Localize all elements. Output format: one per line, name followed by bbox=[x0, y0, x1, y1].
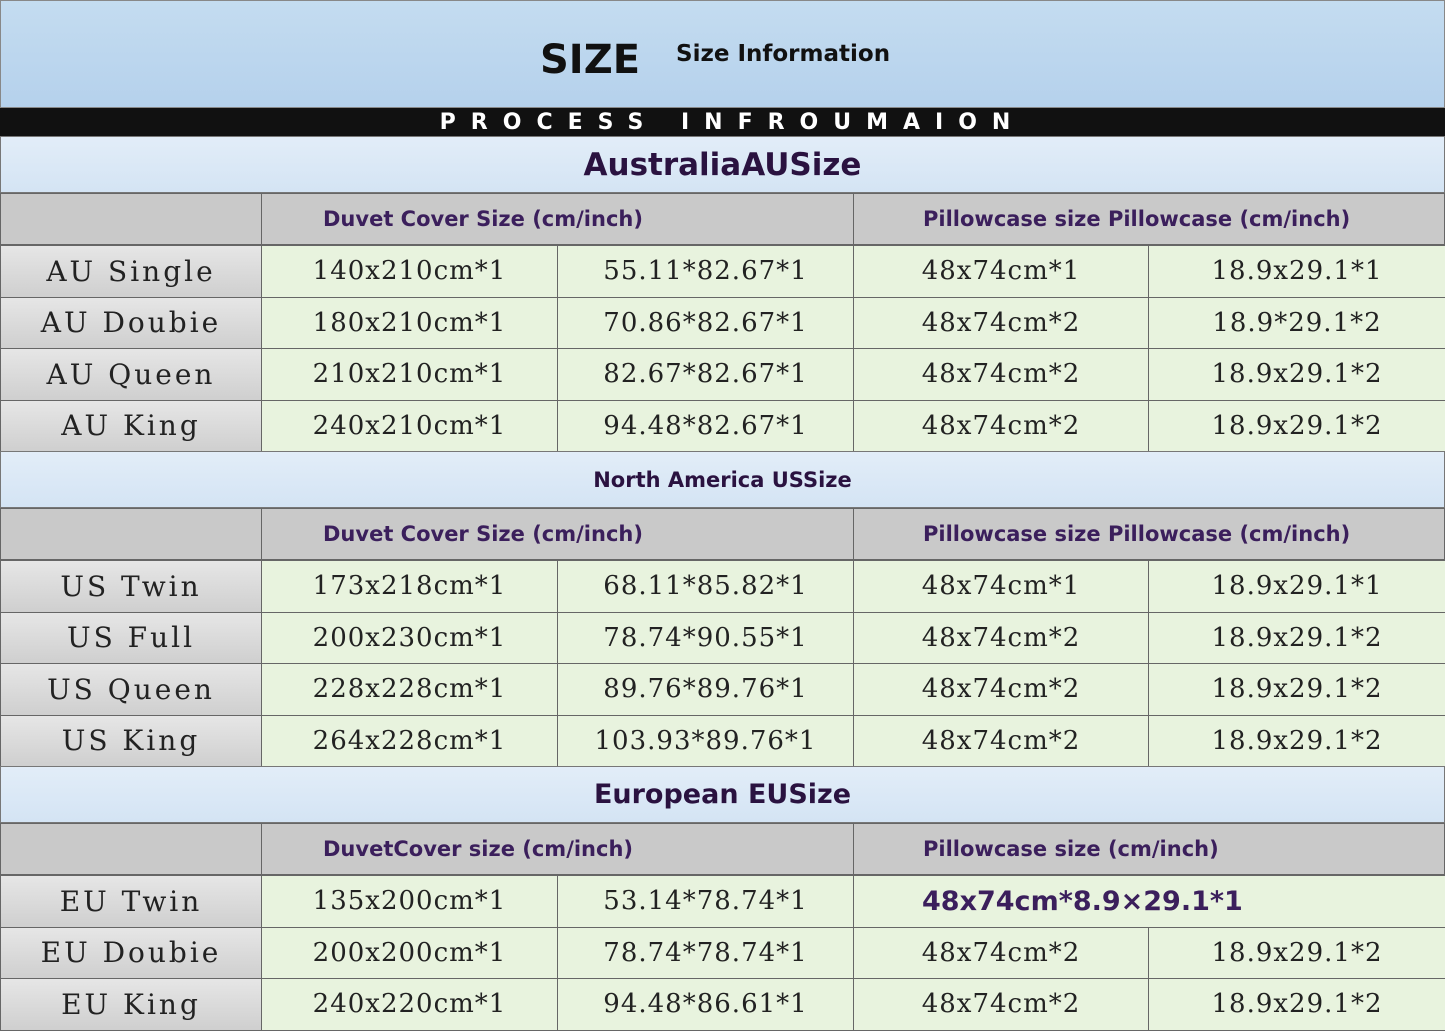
size-value: 89.76*89.76*1 bbox=[557, 663, 854, 716]
size-value: 48x74cm*1 bbox=[853, 560, 1149, 613]
size-value: 173x218cm*1 bbox=[261, 560, 558, 613]
column-header: Pillowcase size (cm/inch) bbox=[853, 823, 1445, 875]
size-value: 94.48*86.61*1 bbox=[557, 978, 854, 1031]
size-label: US Queen bbox=[0, 663, 262, 716]
size-value: 200x230cm*1 bbox=[261, 611, 558, 664]
size-value: 48x74cm*2 bbox=[853, 714, 1149, 767]
size-value: 48x74cm*2 bbox=[853, 348, 1149, 401]
size-value: 240x220cm*1 bbox=[261, 978, 558, 1031]
size-value: 78.74*78.74*1 bbox=[557, 926, 854, 979]
size-value: 18.9x29.1*2 bbox=[1148, 399, 1445, 452]
size-value: 18.9x29.1*1 bbox=[1148, 560, 1445, 613]
column-header: Duvet Cover Size (cm/inch) bbox=[261, 508, 854, 560]
size-value: 68.11*85.82*1 bbox=[557, 560, 854, 613]
column-header: DuvetCover size (cm/inch) bbox=[261, 823, 854, 875]
size-value: 228x228cm*1 bbox=[261, 663, 558, 716]
size-value: 78.74*90.55*1 bbox=[557, 611, 854, 664]
size-label: US Twin bbox=[0, 560, 262, 613]
section-title: AustraliaAUSize bbox=[0, 136, 1445, 193]
size-value: 264x228cm*1 bbox=[261, 714, 558, 767]
size-label: US King bbox=[0, 714, 262, 767]
size-value: 94.48*82.67*1 bbox=[557, 399, 854, 452]
size-value: 48x74cm*2 bbox=[853, 663, 1149, 716]
size-value: 18.9x29.1*2 bbox=[1148, 978, 1445, 1031]
size-value: 18.9x29.1*1 bbox=[1148, 245, 1445, 298]
size-value: 48x74cm*8.9×29.1*1 bbox=[853, 875, 1445, 928]
size-label: AU Single bbox=[0, 245, 262, 298]
size-value: 53.14*78.74*1 bbox=[557, 875, 854, 928]
page-subtitle: Size Information bbox=[676, 41, 891, 67]
banner: PROCESS INFROUMAION bbox=[0, 108, 1445, 136]
size-value: 180x210cm*1 bbox=[261, 296, 558, 349]
size-value: 70.86*82.67*1 bbox=[557, 296, 854, 349]
header-blank bbox=[0, 193, 262, 245]
size-label: EU Twin bbox=[0, 875, 262, 928]
size-value: 55.11*82.67*1 bbox=[557, 245, 854, 298]
size-value: 135x200cm*1 bbox=[261, 875, 558, 928]
section-title: North America USSize bbox=[0, 451, 1445, 508]
header-blank bbox=[0, 508, 262, 560]
size-label: EU King bbox=[0, 978, 262, 1031]
size-value: 48x74cm*2 bbox=[853, 926, 1149, 979]
size-value: 18.9x29.1*2 bbox=[1148, 714, 1445, 767]
size-label: AU Queen bbox=[0, 348, 262, 401]
size-value: 18.9x29.1*2 bbox=[1148, 663, 1445, 716]
size-value: 18.9x29.1*2 bbox=[1148, 348, 1445, 401]
size-value: 48x74cm*2 bbox=[853, 296, 1149, 349]
size-value: 18.9x29.1*2 bbox=[1148, 926, 1445, 979]
size-label: EU Doubie bbox=[0, 926, 262, 979]
column-header: Pillowcase size Pillowcase (cm/inch) bbox=[853, 508, 1445, 560]
column-header: Duvet Cover Size (cm/inch) bbox=[261, 193, 854, 245]
size-value: 210x210cm*1 bbox=[261, 348, 558, 401]
size-value: 48x74cm*2 bbox=[853, 611, 1149, 664]
size-label: AU Doubie bbox=[0, 296, 262, 349]
size-value: 48x74cm*2 bbox=[853, 399, 1149, 452]
top-band bbox=[0, 0, 1445, 108]
size-value: 18.9*29.1*2 bbox=[1148, 296, 1445, 349]
size-value: 103.93*89.76*1 bbox=[557, 714, 854, 767]
size-value: 18.9x29.1*2 bbox=[1148, 611, 1445, 664]
size-label: AU King bbox=[0, 399, 262, 452]
size-value: 82.67*82.67*1 bbox=[557, 348, 854, 401]
size-value: 48x74cm*1 bbox=[853, 245, 1149, 298]
size-value: 48x74cm*2 bbox=[853, 978, 1149, 1031]
size-value: 140x210cm*1 bbox=[261, 245, 558, 298]
header-blank bbox=[0, 823, 262, 875]
size-label: US Full bbox=[0, 611, 262, 664]
section-title: European EUSize bbox=[0, 766, 1445, 823]
size-value: 200x200cm*1 bbox=[261, 926, 558, 979]
column-header: Pillowcase size Pillowcase (cm/inch) bbox=[853, 193, 1445, 245]
page-title: SIZE bbox=[540, 37, 641, 83]
size-value: 240x210cm*1 bbox=[261, 399, 558, 452]
